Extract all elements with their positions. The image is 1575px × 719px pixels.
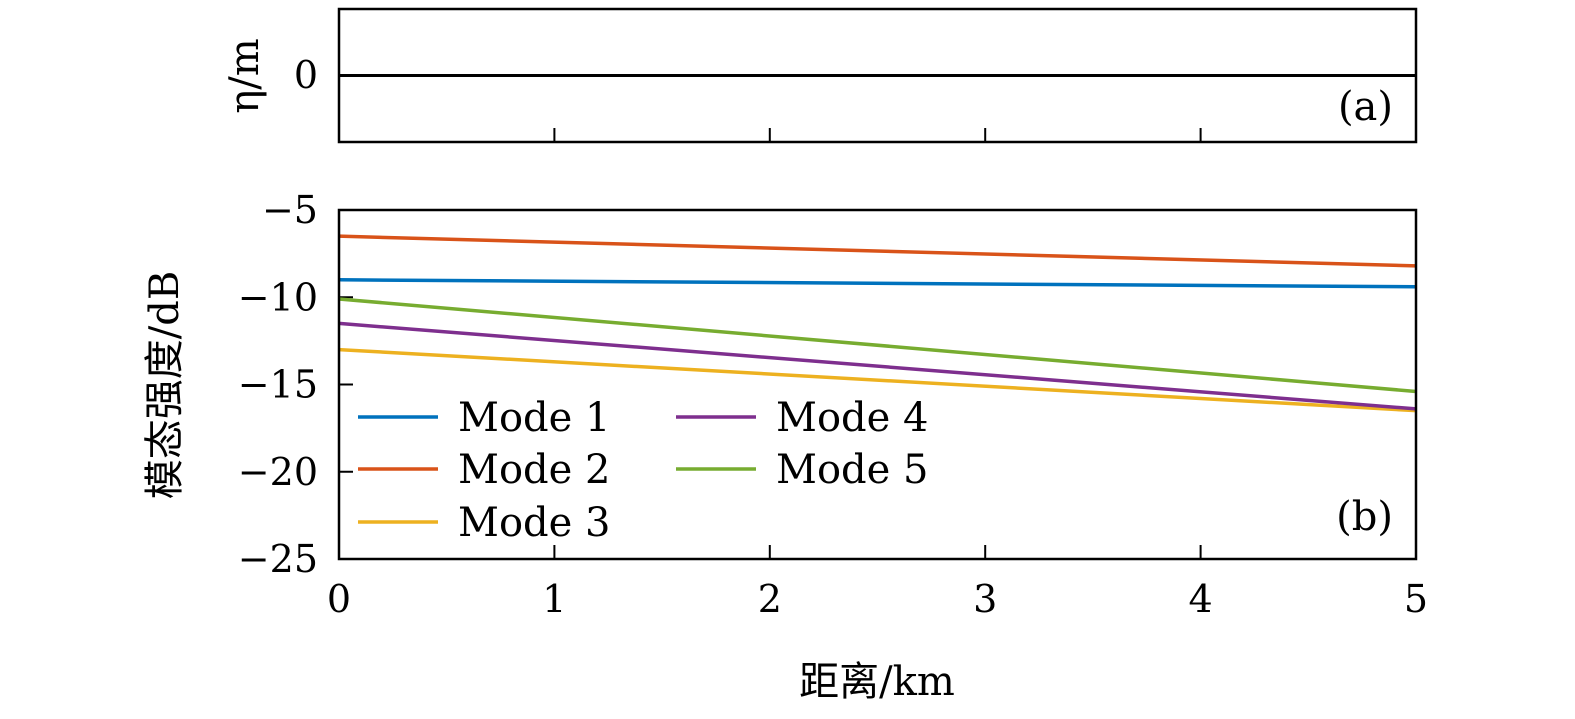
- panel-a-tag: (a): [1338, 84, 1393, 130]
- legend-label-mode-4: Mode 4: [776, 395, 928, 441]
- series-line-mode-4: [338, 321, 1417, 411]
- panel-a-x-ticks: [553, 128, 1202, 142]
- y-tick-label: −25: [238, 537, 318, 581]
- panel-a-ytick-label: 0: [294, 53, 318, 97]
- series-line-mode-3: [338, 347, 1417, 413]
- panel-b-tag: (b): [1336, 494, 1393, 540]
- x-tick-label: 3: [973, 577, 997, 621]
- x-tick-label: 5: [1404, 577, 1428, 621]
- y-tick-label: −20: [238, 450, 318, 494]
- x-tick-label: 4: [1189, 577, 1213, 621]
- panel-b-lines: [338, 234, 1417, 413]
- series-line-mode-5: [338, 297, 1417, 394]
- panel-a: 0 η/m (a): [222, 7, 1418, 144]
- x-tick-label: 0: [327, 577, 351, 621]
- series-line-mode-1: [338, 278, 1417, 289]
- panel-b-y-axis-label: 模态强度/dB: [142, 271, 188, 499]
- legend-label-mode-3: Mode 3: [458, 500, 610, 546]
- x-axis-label: 距离/km: [799, 659, 955, 705]
- legend: Mode 1 Mode 2 Mode 3 Mode 4 Mode 5: [358, 395, 928, 546]
- panel-b-tick-labels: 0 1 2 3 4 5 −5 −10 −15 −20 −25: [238, 188, 1428, 621]
- y-tick-label: −15: [238, 363, 318, 407]
- panel-a-y-axis-label: η/m: [222, 38, 268, 113]
- x-tick-label: 1: [542, 577, 566, 621]
- x-tick-label: 2: [758, 577, 782, 621]
- panel-b-frame: [337, 208, 1418, 561]
- y-tick-label: −10: [238, 275, 318, 319]
- legend-label-mode-5: Mode 5: [776, 447, 928, 493]
- legend-label-mode-1: Mode 1: [458, 395, 610, 441]
- y-tick-label: −5: [262, 188, 318, 232]
- legend-label-mode-2: Mode 2: [458, 447, 610, 493]
- series-line-mode-2: [338, 234, 1417, 268]
- panel-b-ticks: [339, 296, 1202, 559]
